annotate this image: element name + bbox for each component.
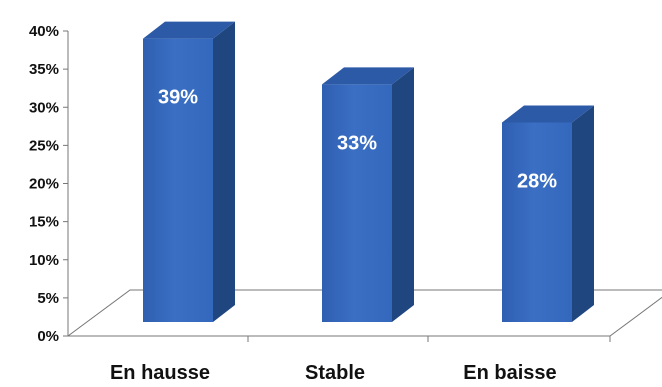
category-labels: En hausse Stable En baisse xyxy=(110,362,557,384)
y-axis xyxy=(63,30,611,342)
category-label: En baisse xyxy=(463,362,556,384)
y-tick-labels: 0% 5% 10% 15% 20% 25% 30% 35% 40% xyxy=(29,23,59,345)
category-label: Stable xyxy=(305,362,365,384)
y-tick-label: 30% xyxy=(29,99,59,116)
bar-top xyxy=(502,105,594,123)
bar-side xyxy=(392,67,414,322)
data-label: 39% xyxy=(158,87,198,109)
y-tick-label: 25% xyxy=(29,137,59,154)
y-tick-label: 10% xyxy=(29,252,59,269)
bar-front xyxy=(502,122,572,322)
bar-front xyxy=(143,38,213,322)
bar-side xyxy=(572,105,594,322)
y-tick-label: 5% xyxy=(37,290,59,307)
y-tick-label: 35% xyxy=(29,61,59,78)
y-tick-label: 20% xyxy=(29,176,59,193)
y-tick-label: 40% xyxy=(29,23,59,40)
data-label: 33% xyxy=(337,132,377,154)
y-tick-label: 0% xyxy=(37,328,59,345)
bar-top xyxy=(143,21,235,39)
bars: 39% 33% 28% xyxy=(143,21,594,322)
bar: 33% xyxy=(322,67,414,322)
bar: 28% xyxy=(502,105,594,322)
category-label: En hausse xyxy=(110,362,210,384)
bar: 39% xyxy=(143,21,235,322)
y-tick-label: 15% xyxy=(29,214,59,231)
bar-side xyxy=(213,21,235,322)
bar-top xyxy=(322,67,414,85)
data-label: 28% xyxy=(517,171,557,193)
bar-front xyxy=(322,84,392,322)
